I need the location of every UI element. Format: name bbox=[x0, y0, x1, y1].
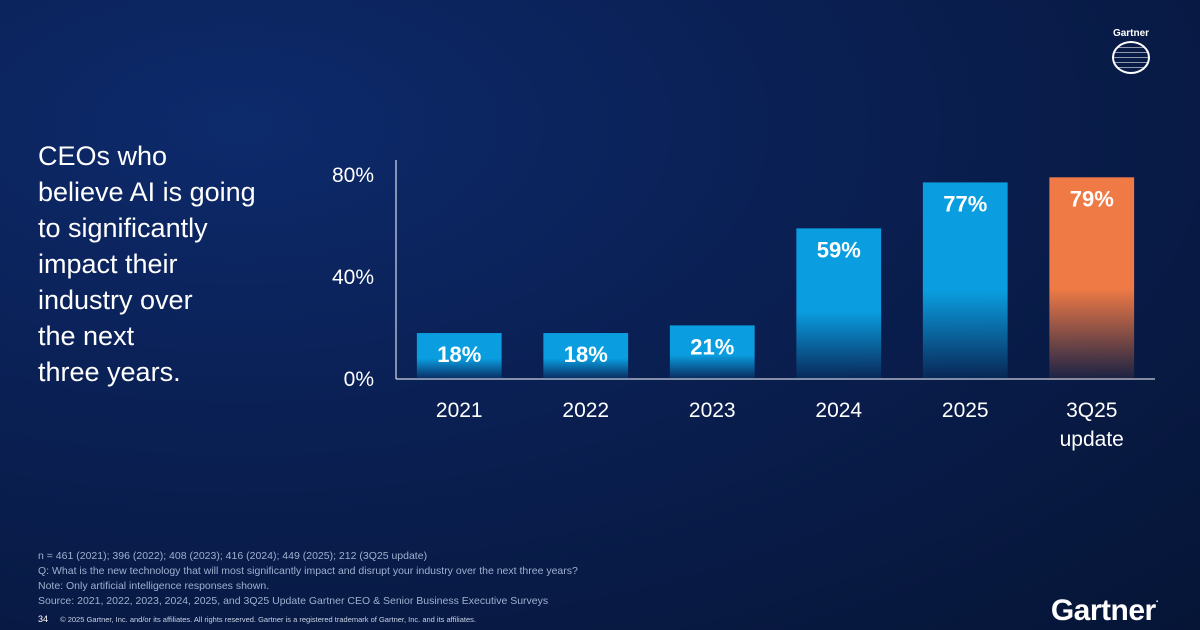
bar-value-label: 59% bbox=[817, 237, 861, 262]
footnote-note: Note: Only artificial intelligence respo… bbox=[38, 580, 270, 592]
x-category-label: 2025 bbox=[942, 399, 989, 422]
bar-0 bbox=[416, 333, 502, 379]
bar-4 bbox=[922, 182, 1008, 379]
footnote-sample-size: n = 461 (2021); 396 (2022); 408 (2023); … bbox=[38, 550, 428, 562]
gartner-logo: Gartner. bbox=[1050, 594, 1159, 628]
bar-value-label: 77% bbox=[943, 191, 987, 216]
footnotes: n = 461 (2021); 396 (2022); 408 (2023); … bbox=[38, 549, 938, 609]
x-category-label: 2024 bbox=[815, 399, 862, 422]
gartner-seal-badge-icon: Gartner bbox=[1108, 28, 1154, 76]
y-tick-label: 80% bbox=[332, 164, 374, 187]
bar-value-label: 18% bbox=[437, 342, 481, 367]
copyright-text: © 2025 Gartner, Inc. and/or its affiliat… bbox=[60, 615, 476, 624]
x-category-label: 3Q25 update bbox=[1060, 399, 1124, 451]
bar-5 bbox=[1049, 177, 1135, 379]
x-category-label: 2022 bbox=[562, 399, 609, 422]
gartner-logo-dot: . bbox=[1155, 594, 1159, 605]
x-category-label: 2021 bbox=[436, 399, 483, 422]
bar-chart: 0%40%80% 2021 2022 2023 2024 2025 3Q25 update … bbox=[332, 164, 1135, 451]
badge-wordmark: Gartner bbox=[1112, 28, 1150, 39]
copyright-row: 34 © 2025 Gartner, Inc. and/or its affil… bbox=[38, 614, 476, 624]
bar-value-label: 79% bbox=[1070, 186, 1114, 211]
bar-value-label: 18% bbox=[564, 342, 608, 367]
chart-headline: CEOs who believe AI is going to signific… bbox=[38, 141, 256, 387]
bar-value-label: 21% bbox=[690, 334, 734, 359]
gartner-logo-text: Gartner bbox=[1050, 594, 1156, 627]
x-category-label: 2023 bbox=[689, 399, 736, 422]
bar-2 bbox=[669, 325, 755, 379]
globe-seal-icon bbox=[1112, 41, 1150, 74]
bar-1 bbox=[543, 333, 629, 379]
footnote-source: Source: 2021, 2022, 2023, 2024, 2025, an… bbox=[38, 595, 549, 607]
footnote-question: Q: What is the new technology that will … bbox=[38, 565, 578, 577]
page-number: 34 bbox=[38, 614, 49, 624]
y-tick-label: 40% bbox=[332, 266, 374, 289]
y-tick-label: 0% bbox=[344, 368, 374, 391]
bar-3 bbox=[796, 228, 882, 379]
